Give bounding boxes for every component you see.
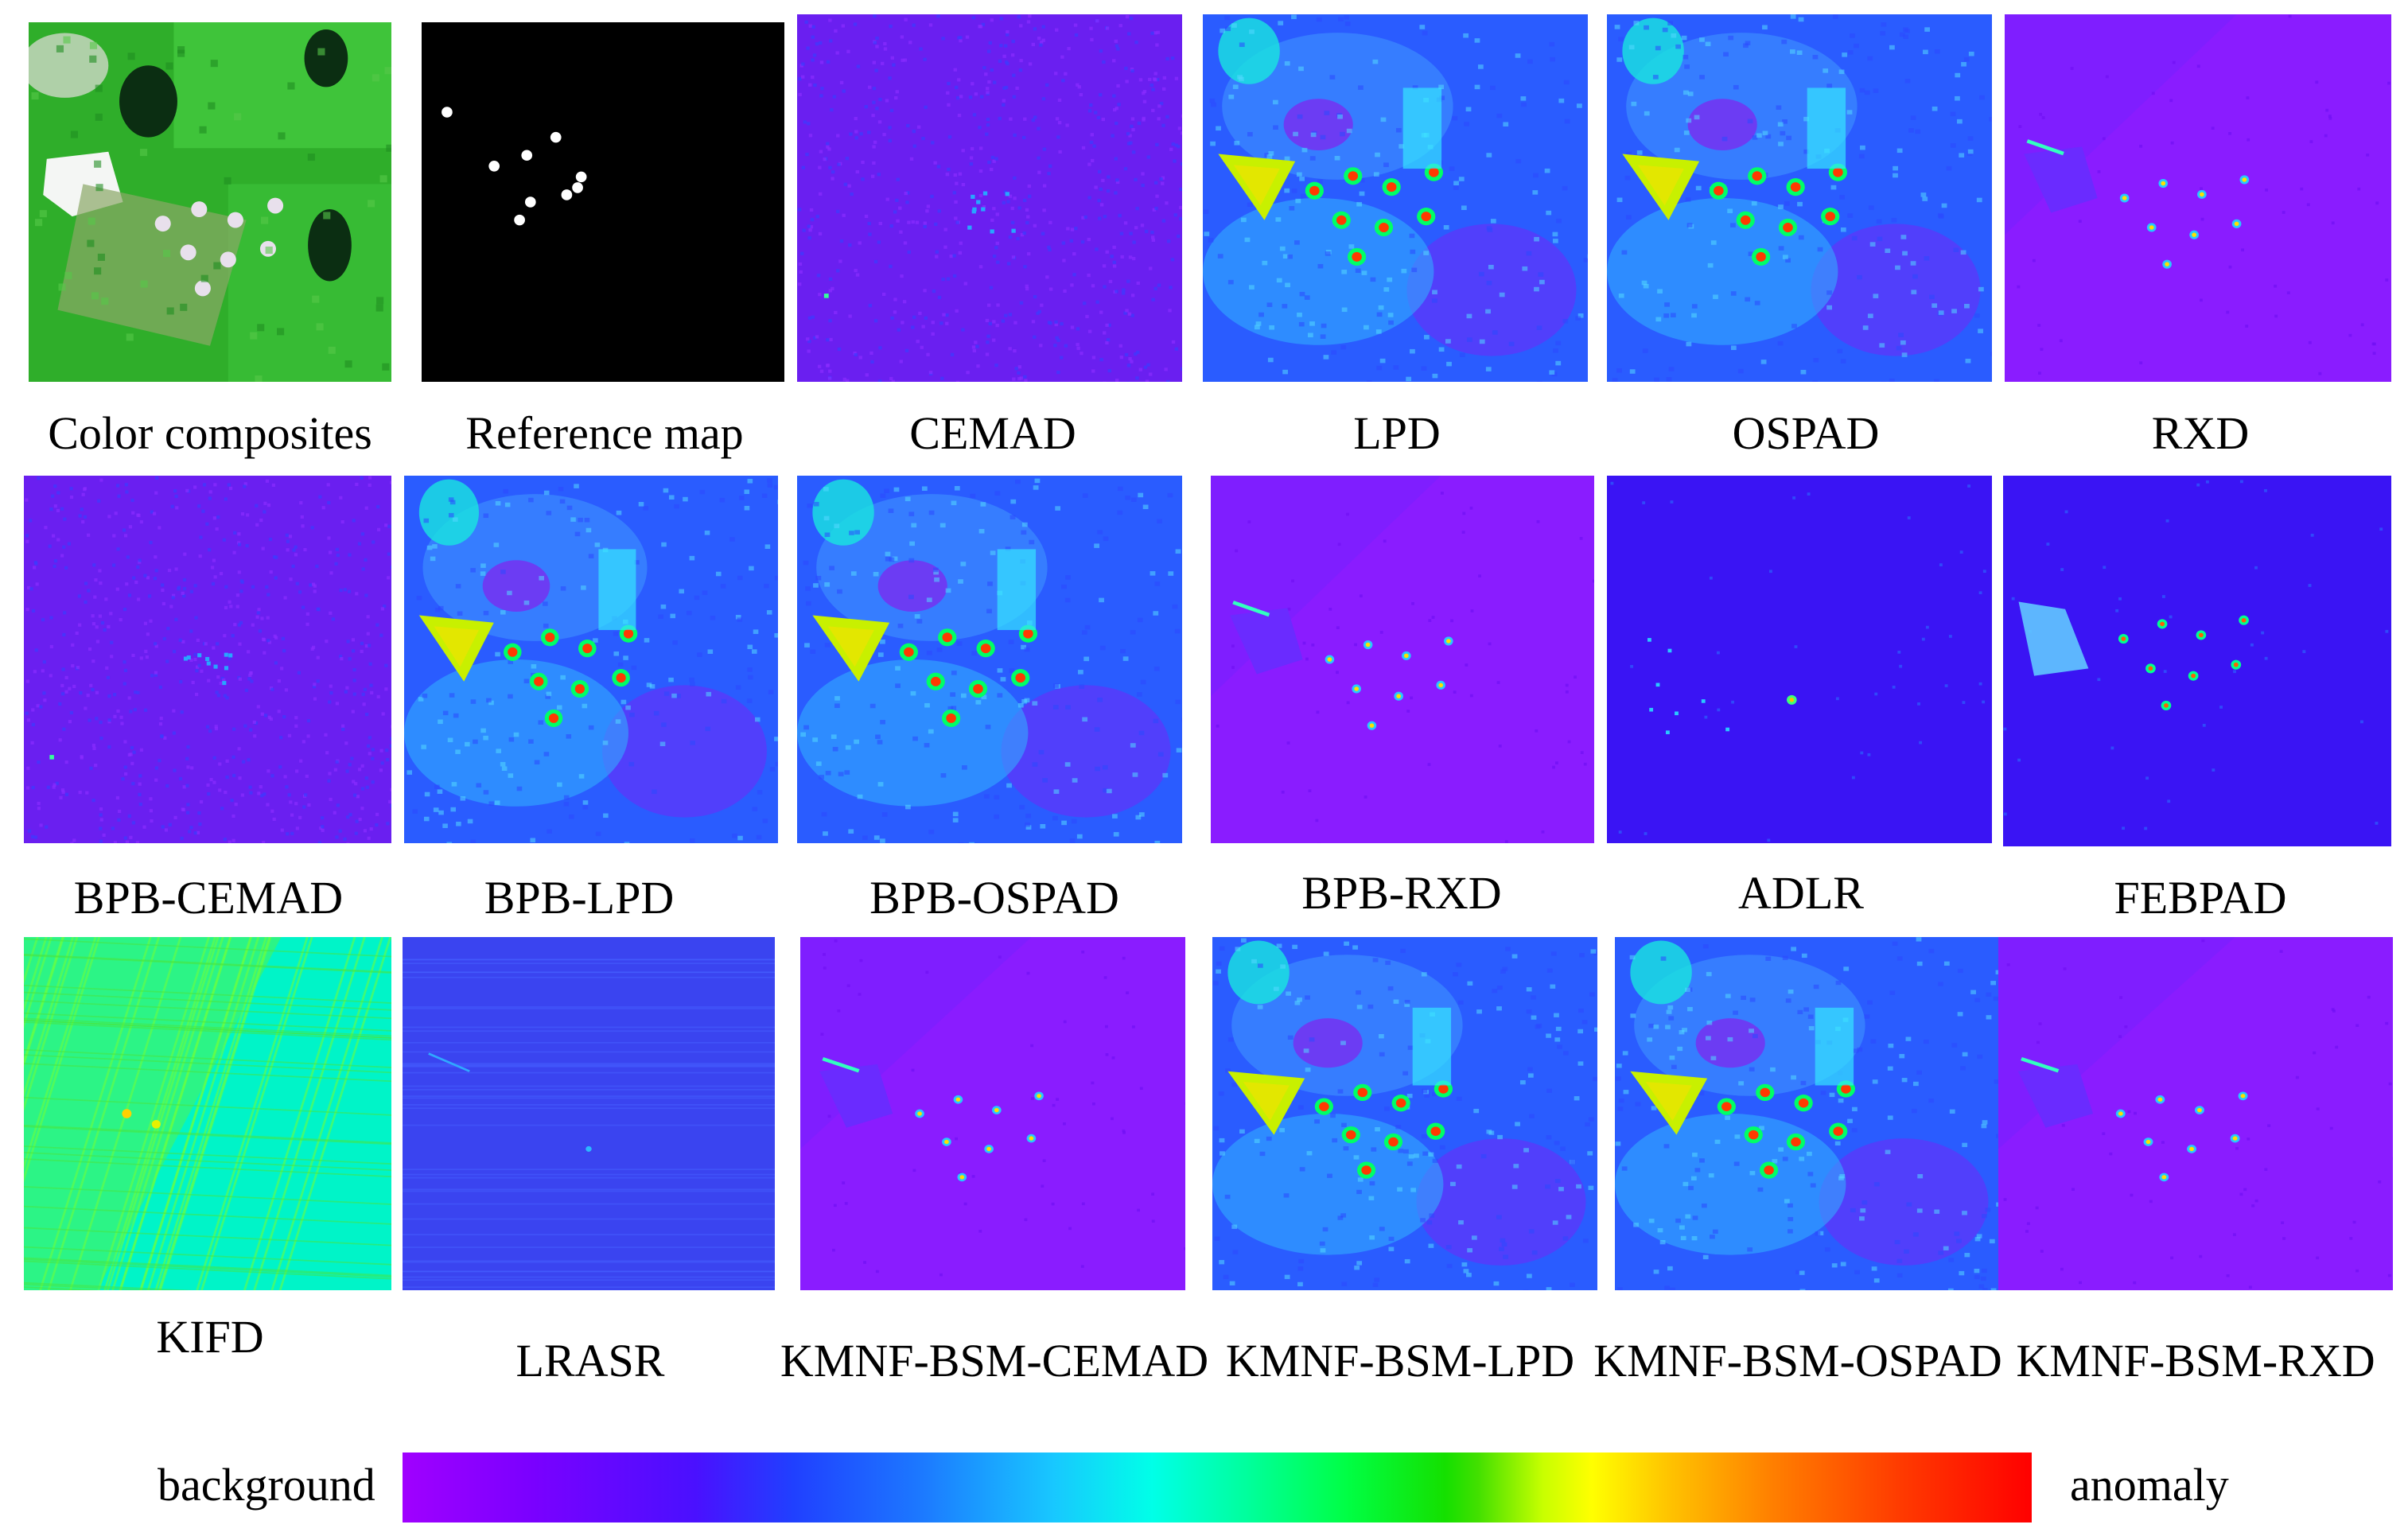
panel-image-10 <box>1211 476 1594 843</box>
panel-image-2 <box>422 22 784 382</box>
panel-caption-2: Reference map <box>465 407 744 459</box>
panel-image-9 <box>797 476 1182 843</box>
panel-caption-17: KMNF-BSM-OSPAD <box>1593 1335 2002 1386</box>
panel-caption-11: ADLR <box>1738 867 1864 919</box>
panel-caption-8: BPB-LPD <box>484 872 675 924</box>
panel-caption-15: KMNF-BSM-CEMAD <box>780 1335 1209 1386</box>
panel-image-12 <box>2003 476 2391 846</box>
panel-image-6 <box>2005 14 2391 382</box>
panel-caption-9: BPB-OSPAD <box>869 872 1119 924</box>
panel-caption-5: OSPAD <box>1732 407 1880 459</box>
panel-caption-6: RXD <box>2151 407 2250 459</box>
panel-caption-18: KMNF-BSM-RXD <box>2016 1335 2375 1386</box>
panel-caption-16: KMNF-BSM-LPD <box>1225 1335 1575 1386</box>
panel-caption-1: Color composites <box>48 407 372 459</box>
panel-image-5 <box>1607 14 1992 382</box>
panel-image-7 <box>24 476 391 843</box>
panel-image-18 <box>1998 937 2393 1290</box>
panel-caption-10: BPB-RXD <box>1301 867 1502 919</box>
panel-caption-4: LPD <box>1353 407 1441 459</box>
panel-caption-13: KIFD <box>156 1311 264 1363</box>
panel-image-15 <box>800 937 1185 1290</box>
panel-image-17 <box>1615 937 2000 1290</box>
panel-image-14 <box>403 937 775 1290</box>
panel-image-1 <box>29 22 391 382</box>
panel-image-11 <box>1607 476 1992 843</box>
panel-caption-12: FEBPAD <box>2114 872 2287 924</box>
colorbar-right-label: anomaly <box>2070 1459 2229 1511</box>
panel-caption-14: LRASR <box>515 1335 665 1386</box>
panel-image-16 <box>1212 937 1597 1290</box>
panel-caption-3: CEMAD <box>909 407 1076 459</box>
colorbar-left-label: background <box>158 1459 375 1511</box>
panel-caption-7: BPB-CEMAD <box>73 872 344 924</box>
panel-image-13 <box>24 937 391 1290</box>
panel-image-3 <box>797 14 1182 382</box>
panel-image-8 <box>404 476 778 843</box>
colorbar <box>403 1452 2032 1522</box>
panel-image-4 <box>1203 14 1588 382</box>
